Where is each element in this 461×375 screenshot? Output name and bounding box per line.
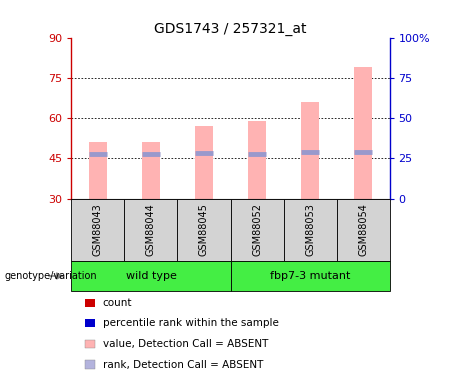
Text: rank, Detection Call = ABSENT: rank, Detection Call = ABSENT	[103, 360, 263, 369]
Text: count: count	[103, 298, 132, 307]
Text: wild type: wild type	[125, 271, 177, 281]
Text: GSM88052: GSM88052	[252, 203, 262, 256]
Title: GDS1743 / 257321_at: GDS1743 / 257321_at	[154, 22, 307, 36]
Bar	[301, 102, 319, 199]
Text: value, Detection Call = ABSENT: value, Detection Call = ABSENT	[103, 339, 268, 349]
Bar	[248, 121, 266, 199]
Text: GSM88045: GSM88045	[199, 203, 209, 256]
Text: genotype/variation: genotype/variation	[5, 271, 97, 281]
Text: GSM88054: GSM88054	[358, 203, 368, 256]
Bar	[354, 67, 372, 199]
Bar	[195, 126, 213, 199]
Bar	[142, 142, 160, 199]
Text: GSM88044: GSM88044	[146, 203, 156, 256]
Bar	[89, 142, 107, 199]
Text: GSM88053: GSM88053	[305, 203, 315, 256]
Text: fbp7-3 mutant: fbp7-3 mutant	[270, 271, 350, 281]
Text: GSM88043: GSM88043	[93, 203, 103, 256]
Text: percentile rank within the sample: percentile rank within the sample	[103, 318, 279, 328]
